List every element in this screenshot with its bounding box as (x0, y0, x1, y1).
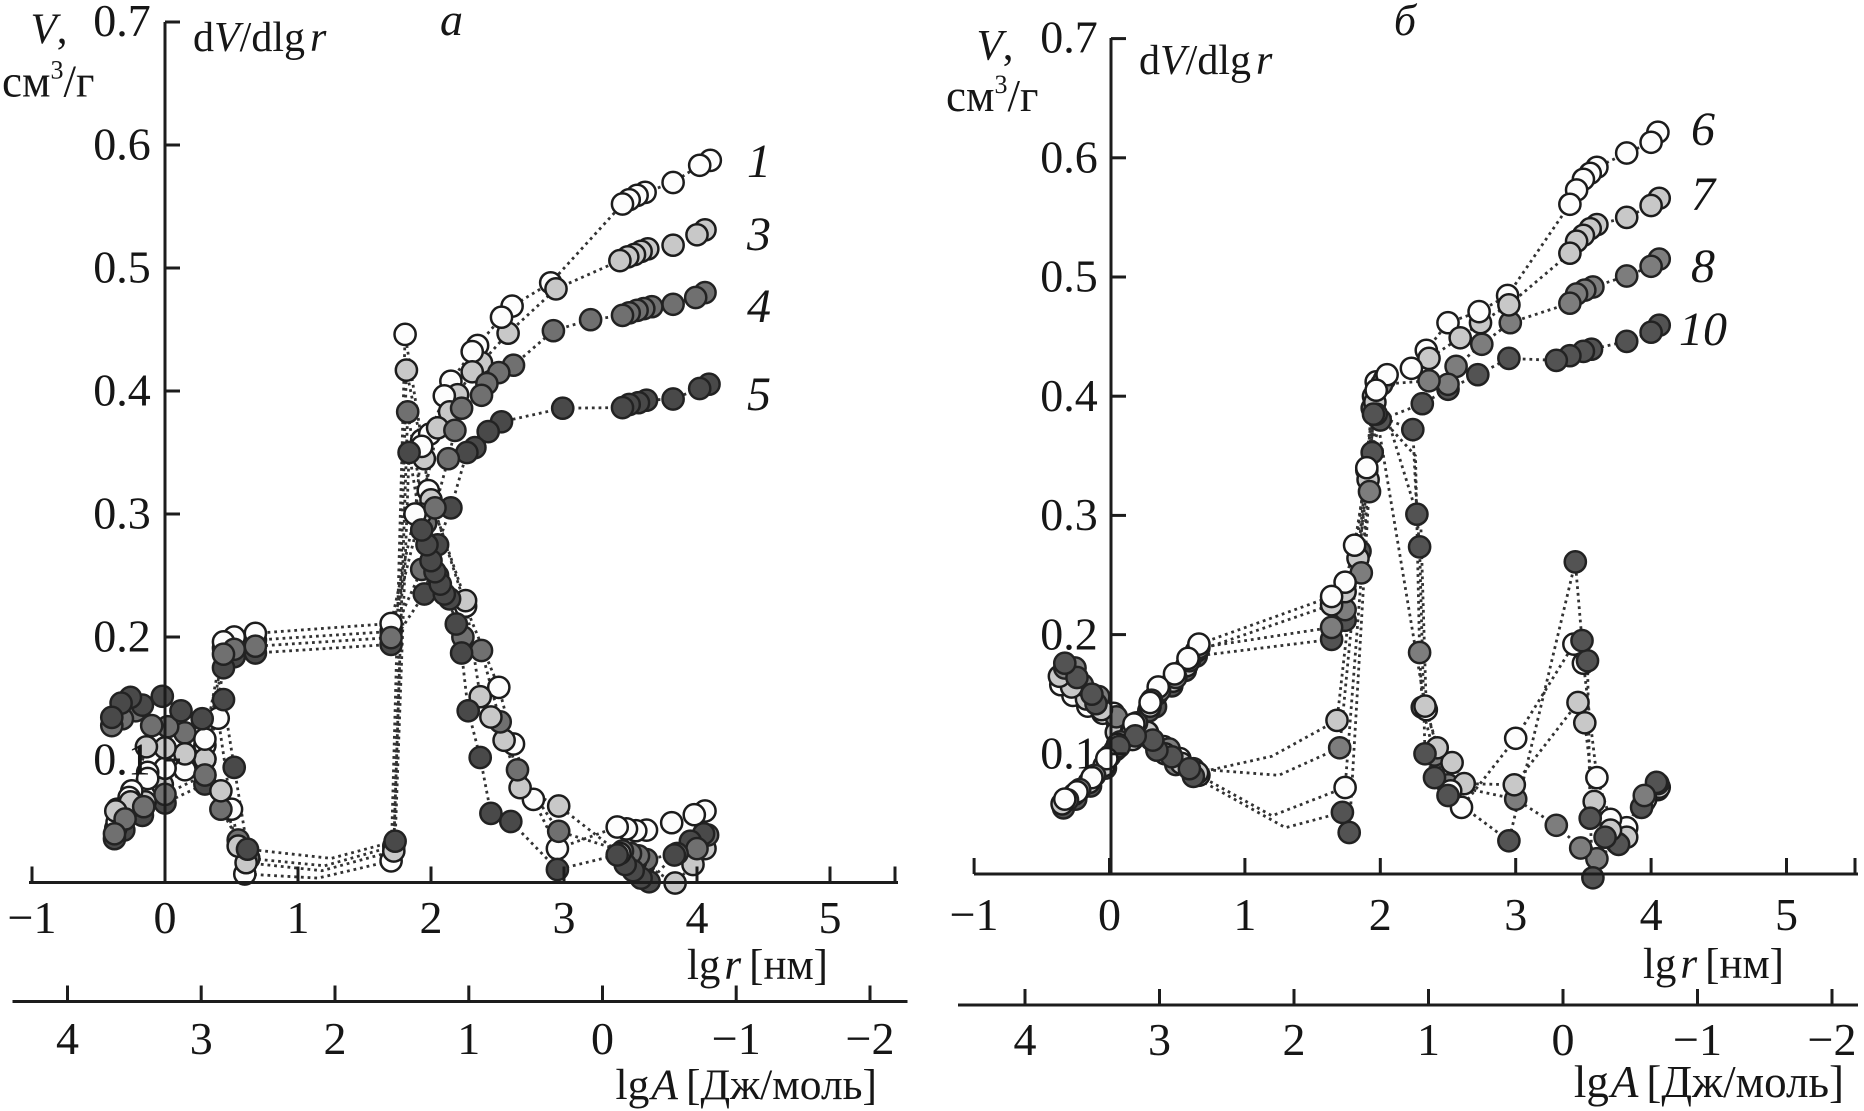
svg-text:0.7: 0.7 (1040, 12, 1098, 63)
svg-text:0.3: 0.3 (1040, 489, 1098, 540)
svg-text:1: 1 (747, 135, 771, 188)
svg-text:3: 3 (553, 892, 576, 943)
svg-text:4: 4 (747, 280, 771, 333)
svg-text:−1: −1 (1673, 1014, 1722, 1065)
svg-text:0.5: 0.5 (93, 242, 151, 293)
svg-text:2: 2 (1369, 889, 1392, 940)
svg-text:0.2: 0.2 (93, 611, 151, 662)
svg-text:0: 0 (154, 892, 177, 943)
svg-text:0: 0 (1098, 889, 1121, 940)
svg-text:0.6: 0.6 (1040, 132, 1098, 183)
svg-text:0.1: 0.1 (93, 734, 151, 785)
svg-text:5: 5 (819, 892, 842, 943)
svg-text:1: 1 (1417, 1014, 1440, 1065)
svg-text:0.2: 0.2 (1040, 608, 1098, 659)
svg-text:3: 3 (746, 208, 771, 261)
svg-text:7: 7 (1691, 168, 1717, 221)
svg-text:2: 2 (420, 892, 443, 943)
svg-text:0.5: 0.5 (1040, 251, 1098, 302)
svg-text:см3/г: см3/г (946, 70, 1038, 121)
svg-text:−2: −2 (1808, 1014, 1857, 1065)
svg-text:2: 2 (324, 1013, 347, 1064)
svg-text:1: 1 (287, 892, 310, 943)
svg-text:4: 4 (1014, 1014, 1037, 1065)
svg-text:см3/г: см3/г (2, 56, 94, 107)
svg-text:a: a (440, 0, 463, 45)
svg-text:6: 6 (1691, 103, 1715, 156)
svg-text:−1: −1 (8, 892, 57, 943)
svg-text:0.4: 0.4 (93, 365, 151, 416)
svg-text:4: 4 (686, 892, 709, 943)
svg-text:3: 3 (1148, 1014, 1171, 1065)
svg-text:−2: −2 (846, 1013, 895, 1064)
svg-text:3: 3 (190, 1013, 213, 1064)
svg-text:V,: V, (30, 6, 67, 53)
svg-text:3: 3 (1504, 889, 1527, 940)
svg-text:10: 10 (1679, 303, 1727, 356)
svg-text:1: 1 (1233, 889, 1256, 940)
svg-text:lgr[нм]: lgr [нм] (1643, 941, 1784, 988)
svg-text:0.6: 0.6 (93, 119, 151, 170)
svg-text:lgA[Дж/моль]: lgA [Дж/моль] (1574, 1057, 1844, 1107)
svg-text:4: 4 (1640, 889, 1663, 940)
svg-text:V,: V, (976, 23, 1013, 70)
svg-text:8: 8 (1691, 240, 1715, 293)
svg-text:lgA[Дж/моль]: lgA [Дж/моль] (616, 1061, 877, 1109)
svg-text:−1: −1 (950, 889, 999, 940)
svg-text:0.1: 0.1 (1040, 728, 1098, 779)
svg-text:lgr[нм]: lgr [нм] (687, 942, 828, 989)
svg-text:0: 0 (1552, 1014, 1575, 1065)
svg-text:5: 5 (747, 368, 771, 421)
svg-text:4: 4 (56, 1013, 79, 1064)
svg-text:1: 1 (457, 1013, 480, 1064)
svg-text:0: 0 (591, 1013, 614, 1064)
svg-text:0.3: 0.3 (93, 488, 151, 539)
svg-text:5: 5 (1775, 889, 1798, 940)
svg-text:0.4: 0.4 (1040, 370, 1098, 421)
svg-text:0.7: 0.7 (93, 0, 151, 46)
svg-text:2: 2 (1283, 1014, 1306, 1065)
svg-text:б: б (1394, 0, 1418, 45)
svg-text:−1: −1 (712, 1013, 761, 1064)
